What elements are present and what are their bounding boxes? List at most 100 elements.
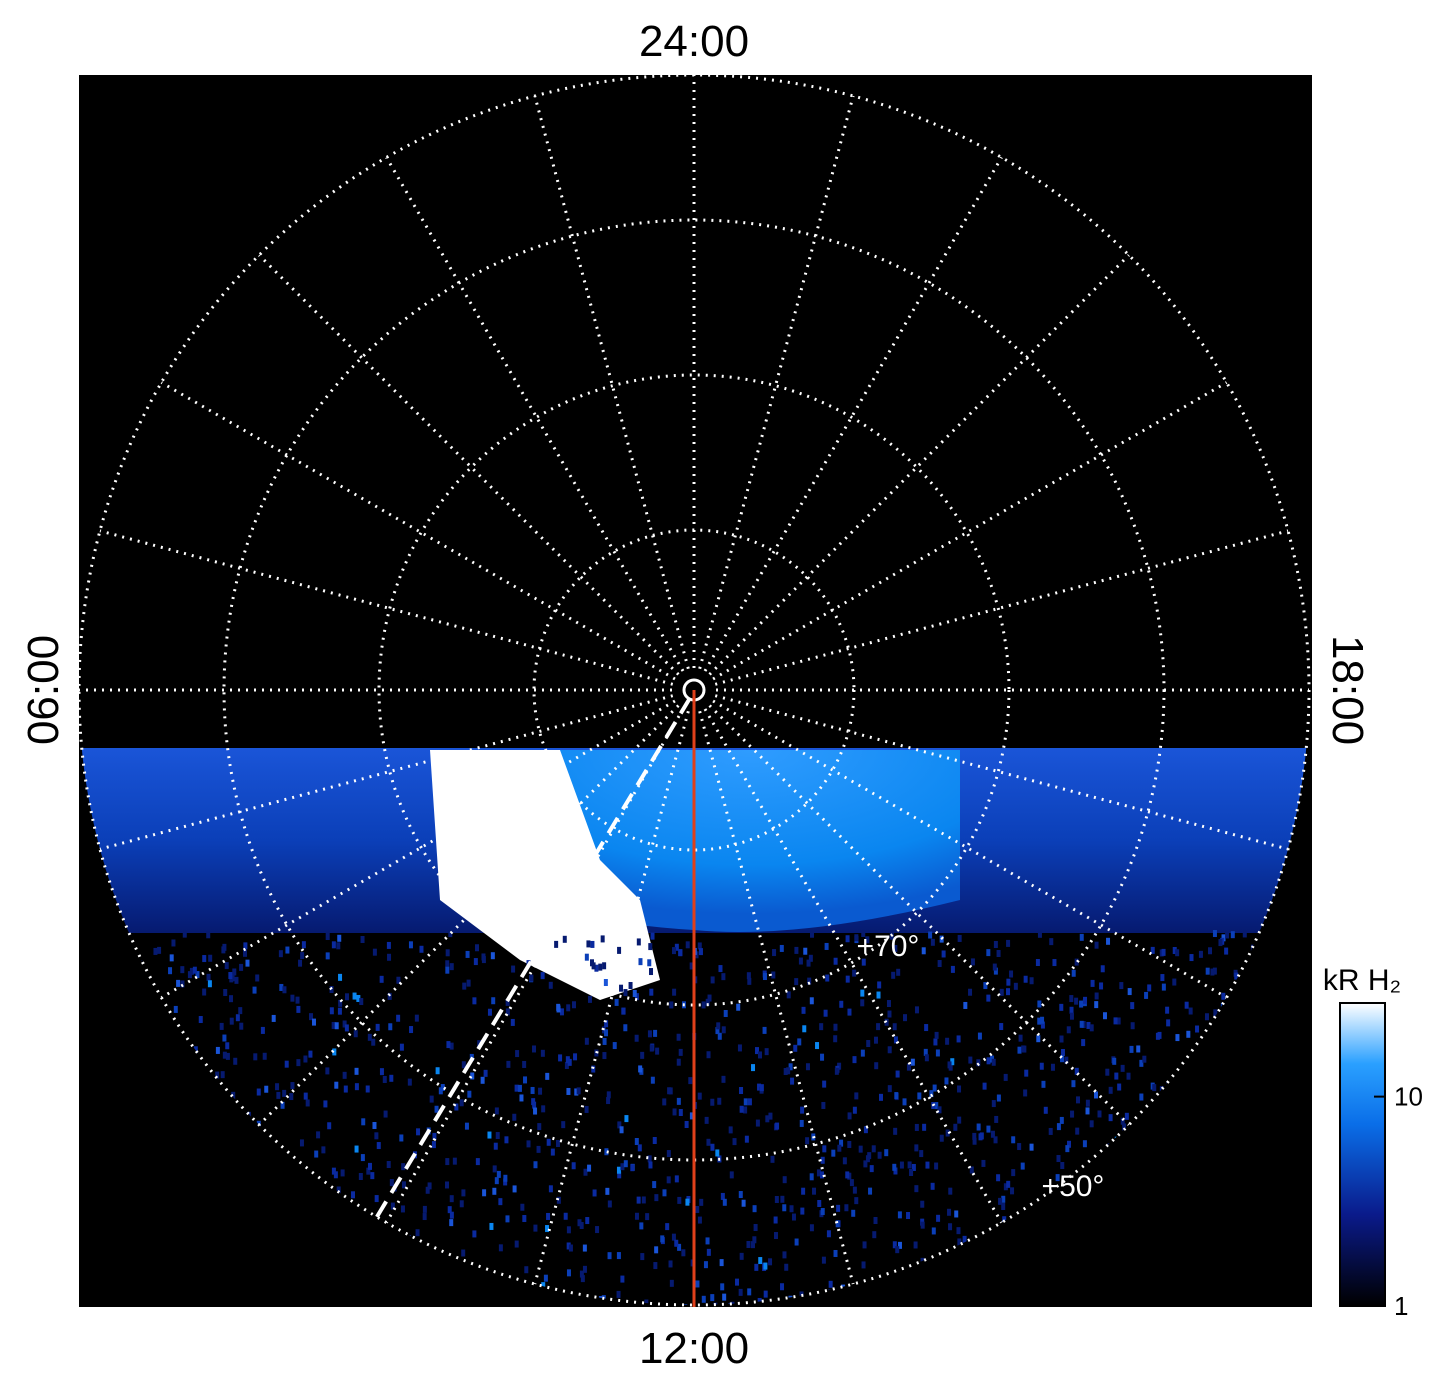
noise-pixel bbox=[1204, 1013, 1209, 1021]
noise-pixel bbox=[520, 1203, 525, 1211]
noise-pixel bbox=[632, 989, 637, 997]
noise-pixel bbox=[279, 983, 284, 991]
noise-pixel bbox=[604, 1020, 609, 1028]
noise-pixel bbox=[744, 1135, 749, 1143]
noise-pixel bbox=[470, 1072, 475, 1080]
dashed-line bbox=[373, 696, 692, 1222]
noise-pixel bbox=[647, 959, 652, 967]
noise-pixel bbox=[372, 1121, 377, 1129]
noise-pixel bbox=[467, 1090, 472, 1098]
meridian bbox=[99, 529, 674, 686]
noise-pixel bbox=[540, 972, 545, 980]
noise-pixel bbox=[220, 1071, 225, 1079]
noise-pixel bbox=[833, 1249, 838, 1257]
noise-pixel bbox=[550, 1148, 555, 1156]
noise-pixel bbox=[647, 1030, 652, 1038]
noise-pixel bbox=[636, 938, 641, 946]
noise-pixel bbox=[1075, 1127, 1080, 1135]
noise-pixel bbox=[710, 1098, 715, 1106]
noise-pixel bbox=[791, 1213, 796, 1221]
noise-pixel bbox=[487, 1008, 492, 1016]
meridian bbox=[385, 156, 685, 672]
noise-pixel bbox=[892, 1163, 897, 1171]
noise-pixel bbox=[232, 968, 237, 976]
noise-pixel bbox=[505, 1215, 510, 1223]
noise-pixel bbox=[568, 1244, 573, 1252]
noise-pixel bbox=[972, 1132, 977, 1140]
noise-pixel bbox=[833, 957, 838, 965]
noise-pixel bbox=[907, 1161, 912, 1169]
noise-pixel bbox=[285, 946, 290, 954]
noise-pixel bbox=[472, 997, 477, 1005]
noise-pixel bbox=[329, 986, 334, 994]
noise-pixel bbox=[706, 1051, 711, 1059]
noise-pixel bbox=[662, 1189, 667, 1197]
noise-pixel bbox=[703, 1261, 708, 1269]
noise-pixel bbox=[676, 1033, 681, 1041]
noise-pixel bbox=[674, 943, 679, 951]
noise-pixel bbox=[594, 964, 599, 972]
noise-pixel bbox=[805, 1137, 810, 1145]
noise-pixel bbox=[1195, 1025, 1200, 1033]
noise-pixel bbox=[1011, 1169, 1016, 1177]
noise-pixel bbox=[775, 1122, 780, 1130]
noise-pixel bbox=[824, 942, 829, 950]
noise-pixel bbox=[1086, 1021, 1091, 1029]
noise-pixel bbox=[554, 940, 559, 948]
meridian bbox=[385, 708, 685, 1224]
noise-pixel bbox=[331, 1167, 336, 1175]
noise-pixel bbox=[993, 940, 998, 948]
noise-pixel bbox=[697, 942, 702, 950]
noise-pixel bbox=[192, 966, 197, 974]
meridian bbox=[258, 254, 680, 676]
noise-pixel bbox=[529, 974, 534, 982]
noise-pixel bbox=[1224, 947, 1229, 955]
noise-pixel bbox=[260, 1026, 265, 1034]
noise-pixel bbox=[383, 1110, 388, 1118]
latitude-label: +70° bbox=[857, 930, 920, 963]
noise-pixel bbox=[558, 1054, 563, 1062]
noise-pixel bbox=[374, 1195, 379, 1203]
noise-pixel bbox=[874, 1062, 879, 1070]
noise-pixel bbox=[342, 1071, 347, 1079]
colorbar-tick-label: 1 bbox=[1394, 1291, 1408, 1321]
noise-pixel bbox=[876, 1023, 881, 1031]
noise-pixel bbox=[1212, 930, 1217, 938]
label-bottom: 12:00 bbox=[639, 1324, 749, 1373]
noise-pixel bbox=[981, 1159, 986, 1167]
noise-pixel bbox=[1069, 1012, 1074, 1020]
noise-pixel bbox=[459, 1099, 464, 1107]
noise-pixel bbox=[1041, 1080, 1046, 1088]
noise-pixel bbox=[976, 1123, 981, 1131]
noise-pixel bbox=[1094, 1001, 1099, 1009]
noise-pixel bbox=[653, 1029, 658, 1037]
noise-pixel bbox=[537, 1123, 542, 1131]
noise-pixel bbox=[449, 1042, 454, 1050]
noise-pixel bbox=[239, 963, 244, 971]
noise-pixel bbox=[415, 1229, 420, 1237]
noise-pixel bbox=[698, 948, 703, 956]
noise-pixel bbox=[438, 1087, 443, 1095]
noise-pixel bbox=[523, 1076, 528, 1084]
noise-pixel bbox=[591, 1065, 596, 1073]
meridian bbox=[708, 704, 1130, 1126]
noise-pixel bbox=[434, 1105, 439, 1113]
noise-pixel bbox=[1124, 1112, 1129, 1120]
noise-pixel bbox=[336, 1186, 341, 1194]
noise-pixel bbox=[844, 1204, 849, 1212]
noise-pixel bbox=[301, 941, 306, 949]
noise-pixel bbox=[540, 1049, 545, 1057]
noise-pixel bbox=[1172, 978, 1177, 986]
latitude-label: +50° bbox=[1042, 1170, 1105, 1203]
noise-pixel bbox=[812, 1187, 817, 1195]
noise-pixel bbox=[805, 1063, 810, 1071]
noise-pixel bbox=[1037, 1017, 1042, 1025]
noise-pixel bbox=[739, 1087, 744, 1095]
noise-pixel bbox=[685, 1198, 690, 1206]
noise-pixel bbox=[903, 1014, 908, 1022]
noise-pixel bbox=[275, 1083, 280, 1091]
noise-pixel bbox=[401, 1163, 406, 1171]
noise-pixel bbox=[637, 1144, 642, 1152]
noise-pixel bbox=[1050, 1063, 1055, 1071]
noise-pixel bbox=[1208, 947, 1213, 955]
